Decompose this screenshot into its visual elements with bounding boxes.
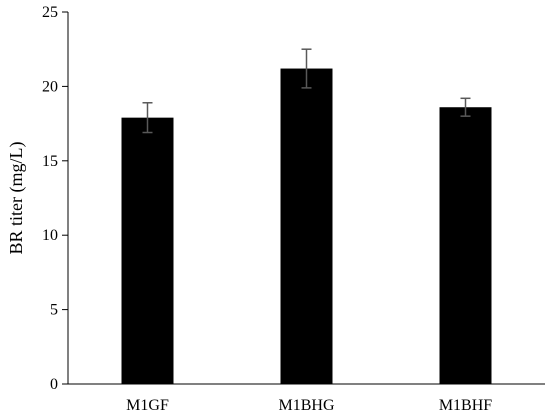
bars (121, 68, 492, 385)
y-tick-label: 15 (42, 153, 58, 170)
y-tick-label: 10 (42, 227, 58, 244)
x-tick-label: M1GF (126, 397, 169, 414)
error-bar (301, 48, 312, 89)
bar (121, 117, 174, 384)
bar (280, 68, 333, 384)
y-tick-label: 0 (50, 376, 58, 393)
y-axis-ticks: 0 5 10 15 20 25 (42, 4, 68, 393)
x-tick-label: M1BHF (439, 397, 492, 414)
error-bar (460, 97, 471, 117)
y-tick-label: 20 (42, 78, 58, 95)
x-axis-tick-labels: M1GF M1BHG M1BHF (126, 397, 492, 414)
y-tick-label: 5 (50, 302, 58, 319)
bar (439, 107, 492, 385)
y-axis-title: BR titer (mg/L) (6, 142, 27, 255)
x-tick-label: M1BHG (278, 397, 334, 414)
y-tick-label: 25 (42, 4, 58, 21)
error-bars (142, 48, 471, 134)
error-bar (142, 102, 153, 134)
